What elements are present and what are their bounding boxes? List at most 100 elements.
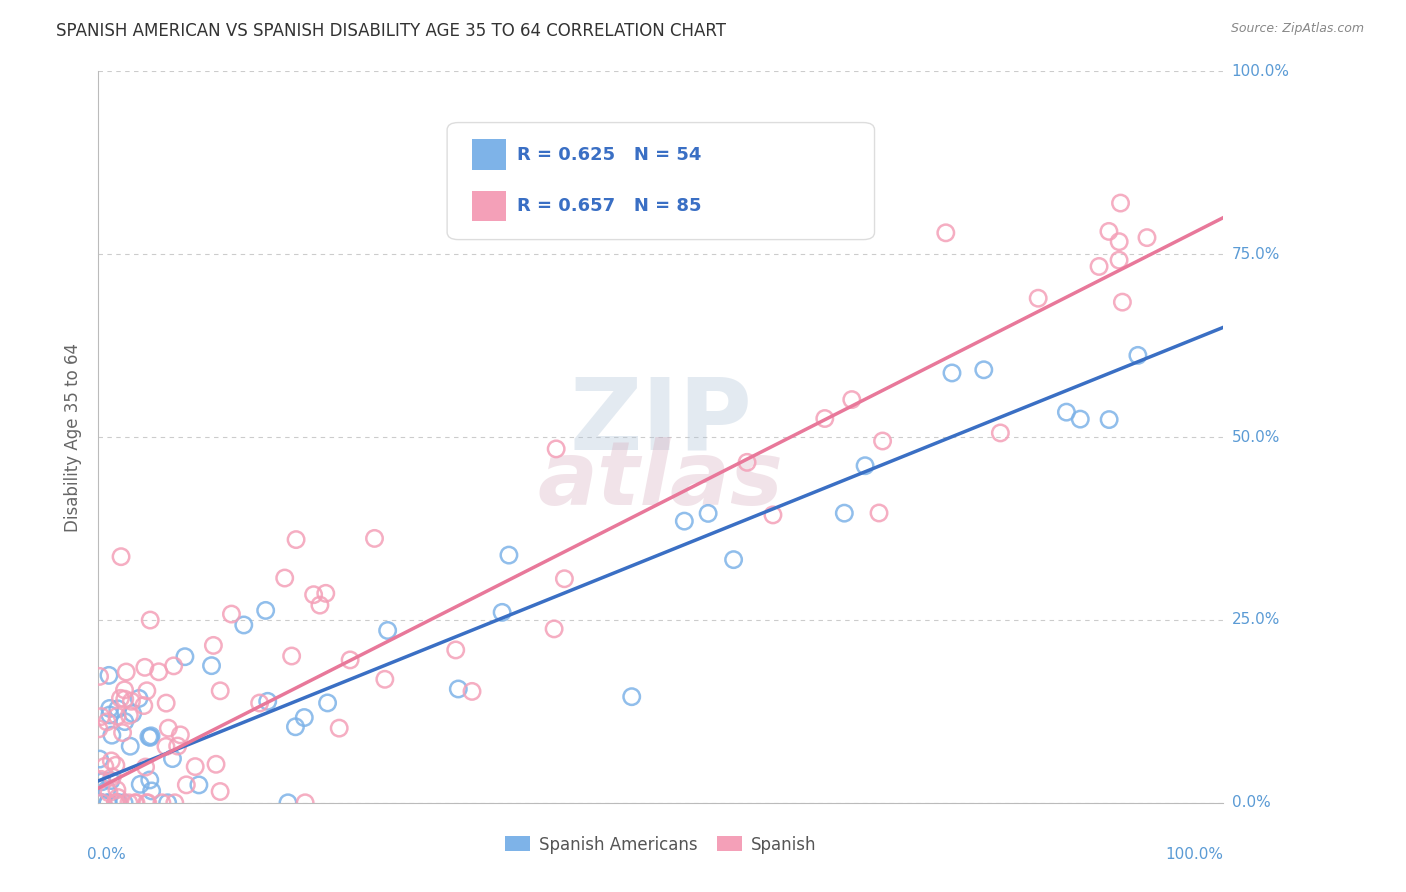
Point	[121, 706, 143, 721]
Point	[169, 728, 191, 742]
Point	[849, 202, 872, 217]
Point	[97, 796, 120, 810]
Point	[941, 366, 963, 380]
Point	[1136, 230, 1159, 244]
Point	[148, 665, 170, 679]
Point	[491, 606, 513, 620]
Point	[107, 790, 129, 805]
Point	[543, 622, 565, 636]
Point	[132, 698, 155, 713]
Point	[163, 658, 186, 673]
FancyBboxPatch shape	[472, 139, 506, 170]
Point	[202, 639, 225, 653]
Point	[97, 668, 120, 682]
Point	[814, 411, 837, 425]
Point	[868, 506, 890, 520]
Text: 100.0%: 100.0%	[1232, 64, 1289, 78]
Point	[1108, 253, 1130, 268]
Point	[104, 796, 127, 810]
Point	[205, 757, 228, 772]
Point	[447, 681, 470, 696]
Text: 100.0%: 100.0%	[1166, 847, 1223, 862]
Point	[114, 714, 136, 729]
Point	[111, 725, 134, 739]
Point	[316, 696, 339, 710]
Point	[90, 772, 112, 787]
Point	[1109, 196, 1132, 211]
Point	[1069, 412, 1091, 426]
Point	[150, 796, 173, 810]
Point	[91, 796, 114, 810]
Point	[339, 653, 361, 667]
Text: Source: ZipAtlas.com: Source: ZipAtlas.com	[1230, 22, 1364, 36]
Text: R = 0.625   N = 54: R = 0.625 N = 54	[517, 145, 702, 164]
Point	[90, 796, 112, 810]
Point	[1111, 295, 1133, 310]
Text: ZIP: ZIP	[569, 374, 752, 471]
Point	[273, 571, 295, 585]
Point	[94, 759, 117, 773]
Text: atlas: atlas	[538, 437, 783, 524]
Point	[184, 759, 207, 773]
Point	[101, 728, 124, 742]
Point	[1098, 224, 1121, 238]
Point	[155, 696, 177, 710]
Point	[163, 796, 186, 810]
Point	[97, 796, 120, 810]
Point	[87, 722, 110, 736]
Point	[89, 752, 111, 766]
Point	[284, 720, 307, 734]
Point	[89, 669, 111, 683]
Text: 0.0%: 0.0%	[1232, 796, 1270, 810]
Point	[1088, 260, 1111, 274]
Point	[162, 751, 184, 765]
Point	[294, 796, 316, 810]
Point	[309, 598, 332, 612]
Point	[128, 691, 150, 706]
Point	[98, 786, 121, 800]
Point	[139, 772, 162, 787]
Point	[1126, 348, 1149, 362]
Y-axis label: Disability Age 35 to 64: Disability Age 35 to 64	[65, 343, 83, 532]
Point	[96, 782, 118, 797]
Point	[134, 660, 156, 674]
Point	[834, 506, 856, 520]
Point	[135, 683, 157, 698]
Point	[101, 770, 124, 784]
Point	[546, 442, 568, 456]
Point	[105, 782, 128, 797]
Point	[762, 508, 785, 522]
Point	[110, 691, 132, 706]
Point	[254, 603, 277, 617]
Point	[120, 739, 142, 754]
Point	[141, 784, 163, 798]
Point	[110, 549, 132, 564]
Text: SPANISH AMERICAN VS SPANISH DISABILITY AGE 35 TO 64 CORRELATION CHART: SPANISH AMERICAN VS SPANISH DISABILITY A…	[56, 22, 727, 40]
Point	[155, 739, 177, 754]
Point	[209, 683, 232, 698]
Point	[1108, 235, 1130, 249]
Point	[292, 710, 315, 724]
Point	[139, 729, 162, 743]
Point	[157, 721, 180, 735]
Point	[1098, 412, 1121, 426]
Point	[374, 673, 396, 687]
Text: R = 0.657   N = 85: R = 0.657 N = 85	[517, 197, 702, 215]
Text: 0.0%: 0.0%	[87, 847, 127, 862]
Point	[120, 694, 142, 708]
Point	[461, 684, 484, 698]
Point	[136, 796, 159, 810]
Point	[91, 774, 114, 789]
Point	[280, 648, 302, 663]
Text: 50.0%: 50.0%	[1232, 430, 1279, 444]
Point	[105, 709, 128, 723]
Point	[166, 739, 188, 753]
Point	[209, 784, 232, 798]
Point	[104, 796, 127, 810]
Point	[98, 701, 121, 715]
Point	[100, 773, 122, 788]
Point	[935, 226, 957, 240]
Point	[249, 696, 271, 710]
Point	[673, 514, 696, 528]
Legend: Spanish Americans, Spanish: Spanish Americans, Spanish	[499, 829, 823, 860]
